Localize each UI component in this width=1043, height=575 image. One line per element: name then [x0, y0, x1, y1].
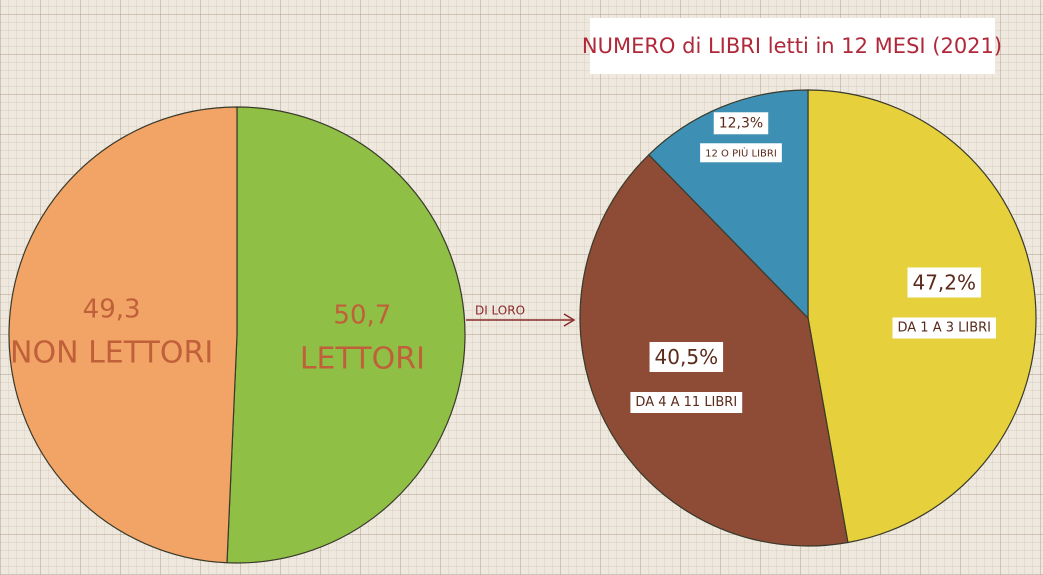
pie-slice [227, 107, 465, 563]
value-label: 47,2% [912, 270, 976, 294]
category-label: NON LETTORI [10, 336, 213, 371]
pie-slice [808, 90, 1036, 542]
chart-title: NUMERO di LIBRI letti in 12 MESI (2021) [582, 34, 1002, 58]
category-label: LETTORI [300, 341, 425, 376]
chart-photo: NUMERO di LIBRI letti in 12 MESI (2021) … [0, 0, 1043, 575]
value-label: 40,5% [655, 345, 719, 369]
value-label: 49,3 [83, 295, 141, 325]
category-label: DA 4 A 11 LIBRI [635, 395, 737, 410]
category-label: DA 1 A 3 LIBRI [898, 320, 992, 335]
annotation: DI LORO [475, 304, 525, 318]
category-label: 12 O PIÙ LIBRI [705, 146, 777, 159]
value-label: 50,7 [333, 300, 391, 330]
value-label: 12,3% [719, 115, 763, 131]
